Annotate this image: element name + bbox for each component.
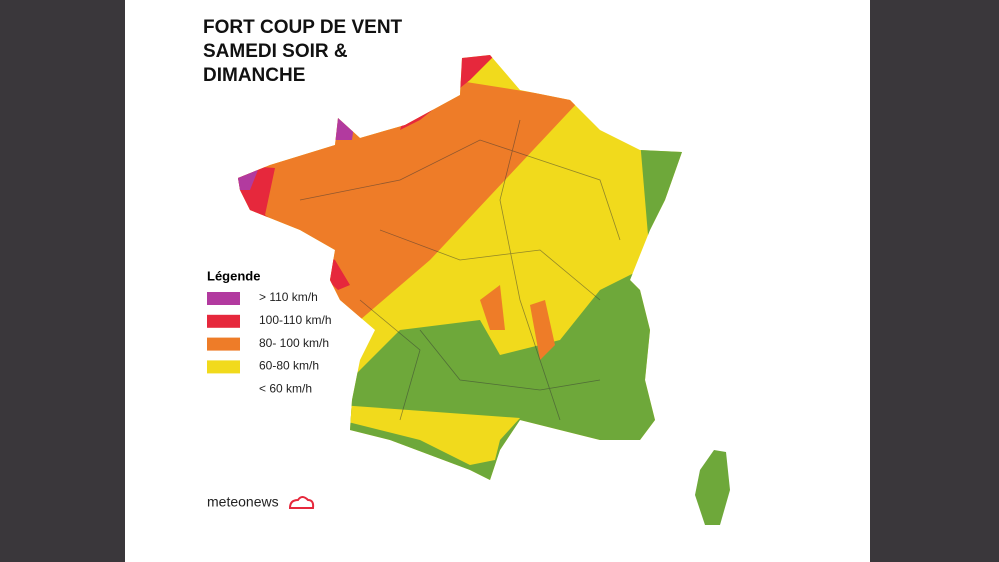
zone-yellow-south bbox=[340, 405, 520, 465]
legend-swatch bbox=[207, 360, 240, 374]
zone-orange-spot bbox=[480, 285, 505, 330]
title: FORT COUP DE VENT SAMEDI SOIR & DIMANCHE bbox=[203, 17, 403, 86]
legend-swatch bbox=[207, 292, 240, 305]
legend-label: 80- 100 km/h bbox=[259, 336, 329, 350]
legend-label: 60-80 km/h bbox=[259, 359, 319, 373]
corsica bbox=[695, 450, 730, 525]
title-line: FORT COUP DE VENT bbox=[203, 17, 403, 38]
legend-label: < 60 km/h bbox=[259, 381, 312, 395]
brand: meteonews bbox=[207, 494, 279, 510]
title-line: DIMANCHE bbox=[203, 65, 305, 86]
title-line: SAMEDI SOIR & bbox=[203, 41, 348, 62]
borders bbox=[299, 119, 621, 421]
legend-label: 100-110 km/h bbox=[259, 313, 332, 327]
legend-swatch bbox=[207, 314, 240, 328]
legend: > 110 km/h 100-110 km/h 80- 100 km/h 60-80 … bbox=[207, 290, 332, 397]
brand-logo bbox=[288, 496, 315, 509]
legend-title: Légende bbox=[207, 268, 260, 283]
zone-orange-spot bbox=[530, 300, 555, 360]
legend-swatch bbox=[207, 383, 240, 397]
legend-label: > 110 km/h bbox=[259, 290, 318, 304]
legend-swatch bbox=[207, 337, 240, 351]
